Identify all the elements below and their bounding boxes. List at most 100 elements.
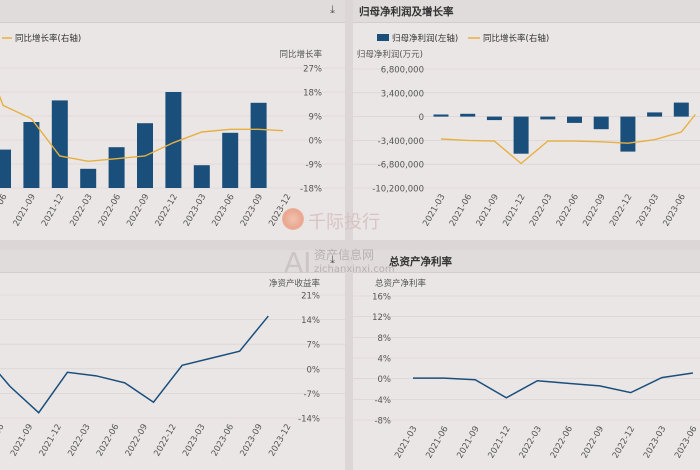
x-tick-label: 2021-12 (486, 425, 512, 461)
x-tick-label: 2023-06 (210, 193, 236, 229)
x-tick-label: 2022-06 (549, 425, 575, 461)
bar (460, 113, 476, 117)
tick-label: 0% (309, 137, 323, 147)
tick-label: -3,400,000 (378, 137, 424, 147)
bar (222, 132, 239, 188)
bar (165, 92, 182, 188)
panel-divider (345, 0, 353, 470)
bar (193, 165, 210, 188)
panel-title: 总资产净利率 (389, 256, 452, 268)
watermark-logo-icon (282, 208, 304, 230)
x-tick-label: 2022-06 (97, 193, 123, 229)
x-tick-label: 2021-09 (12, 193, 38, 229)
x-tick-label: 2022-12 (611, 425, 637, 461)
x-tick-label: 2021-06 (0, 193, 10, 229)
right-axis-label: 同比增长率 (279, 49, 322, 60)
tick-label: 14% (301, 316, 320, 326)
bar (433, 114, 449, 117)
x-tick-label: 2023-06 (673, 425, 699, 461)
x-tick-label: 2023-09 (238, 423, 264, 459)
panel-bottom-right: 总资产净利率 16% 12% 8% 4% 0% -4% -8% 总资产净利率 2021-03 20… (353, 250, 700, 470)
tick-label: -10,200,000 (372, 185, 424, 195)
panel-header: ⤓ (0, 250, 345, 273)
bar (108, 147, 125, 188)
left-axis-label: 归母净利润(万元) (357, 49, 423, 60)
tick-label: 3,400,000 (381, 89, 424, 99)
x-tick-label: 2022-09 (581, 193, 607, 229)
panel-top-right: 归母净利润及增长率 6,800,000 3,400,000 0 -3,400,000 -… (353, 0, 700, 240)
watermark-site: zichanxinxi.com (314, 264, 395, 275)
bar (23, 122, 40, 188)
right-axis-label: 净资产收益率 (269, 278, 321, 289)
x-tick-label: 2021-09 (475, 193, 501, 229)
x-tick-label: 2023-06 (661, 193, 687, 229)
tick-label: 4% (378, 355, 392, 365)
tick-label: 16% (372, 293, 391, 303)
download-icon[interactable]: ⤓ (330, 253, 335, 266)
bar (250, 102, 267, 188)
x-tick-label: 2022-12 (152, 423, 178, 459)
x-tick-label: 2023-03 (635, 193, 661, 229)
x-tick-label: 2021-09 (9, 423, 35, 459)
bar (540, 116, 556, 120)
tick-label: 21% (301, 292, 320, 302)
x-tick-label: 2023-03 (642, 425, 668, 461)
tick-label: 18% (303, 89, 322, 99)
tick-label: 7% (307, 341, 321, 351)
bar (513, 116, 529, 154)
tick-label: -18% (300, 185, 322, 195)
x-tick-label: 2022-12 (608, 193, 634, 229)
watermark-ai: AI (284, 246, 312, 279)
series-line (413, 372, 694, 399)
tick-label: 12% (372, 313, 391, 323)
watermark-overlay: 资产信息网 (314, 248, 375, 262)
series-line (0, 95, 284, 163)
x-tick-label: 2022-09 (124, 423, 150, 459)
legend-label: 同比增长率(右轴) (15, 33, 81, 44)
legend-label: 同比增长率(右轴) (483, 33, 549, 44)
x-tick-label: 2022-03 (66, 423, 92, 459)
panel-bottom-left: ⤓ 21% 14% 7% 0% -7% -14% 净资产收益率 2021-06 2021-09 2… (0, 250, 345, 470)
series-line (0, 315, 269, 414)
series-line (440, 114, 696, 165)
x-tick-label: 2022-09 (580, 425, 606, 461)
tick-label: 0% (378, 375, 392, 385)
bar (51, 100, 68, 188)
watermark: 千际投行 AI 资产信息网 zichanxinxi.com (278, 206, 428, 286)
tick-label: 0% (307, 365, 321, 375)
panel-header: 总资产净利率 (353, 250, 700, 273)
x-tick-label: 2022-06 (555, 193, 581, 229)
panel-header: 归母净利润及增长率 (353, 0, 700, 23)
legend-bar-swatch (377, 34, 389, 41)
x-tick-label: 2021-06 (0, 423, 7, 459)
x-tick-label: 2022-09 (125, 193, 151, 229)
x-tick-label: 2022-12 (154, 193, 180, 229)
bar (0, 149, 11, 188)
legend-label: 归母净利润(左轴) (392, 33, 458, 44)
tick-label: -9% (305, 161, 322, 171)
download-icon[interactable]: ⤓ (330, 3, 335, 16)
x-tick-label: 2023-03 (182, 193, 208, 229)
x-tick-label: 2021-12 (38, 423, 64, 459)
x-tick-label: 2023-03 (181, 423, 207, 459)
bar (673, 102, 689, 117)
x-tick-label: 2022-03 (518, 425, 544, 461)
x-tick-label: 2023-12 (267, 423, 293, 459)
tick-label: 9% (309, 113, 323, 123)
panel-top-left: ⤓ 27% 18% 9% 0% -9% -18% 同比增长率 同比增长率(右轴) 2021-06… (0, 0, 345, 240)
bar (80, 168, 97, 188)
x-tick-label: 2022-03 (528, 193, 554, 229)
bar (620, 116, 636, 152)
bar (593, 116, 609, 130)
panel-title: 归母净利润及增长率 (359, 6, 454, 18)
chart-top-right: 6,800,000 3,400,000 0 -3,400,000 -6,800,000 -… (353, 33, 700, 229)
x-tick-label: 2021-03 (393, 425, 419, 461)
x-tick-label: 2022-03 (68, 193, 94, 229)
tick-label: 27% (303, 65, 322, 75)
x-tick-label: 2023-06 (210, 423, 236, 459)
x-tick-label: 2021-09 (455, 425, 481, 461)
tick-label: -8% (374, 417, 391, 427)
panel-gap (0, 240, 700, 250)
tick-label: 6,800,000 (381, 66, 424, 76)
x-tick-label: 2021-12 (40, 193, 66, 229)
